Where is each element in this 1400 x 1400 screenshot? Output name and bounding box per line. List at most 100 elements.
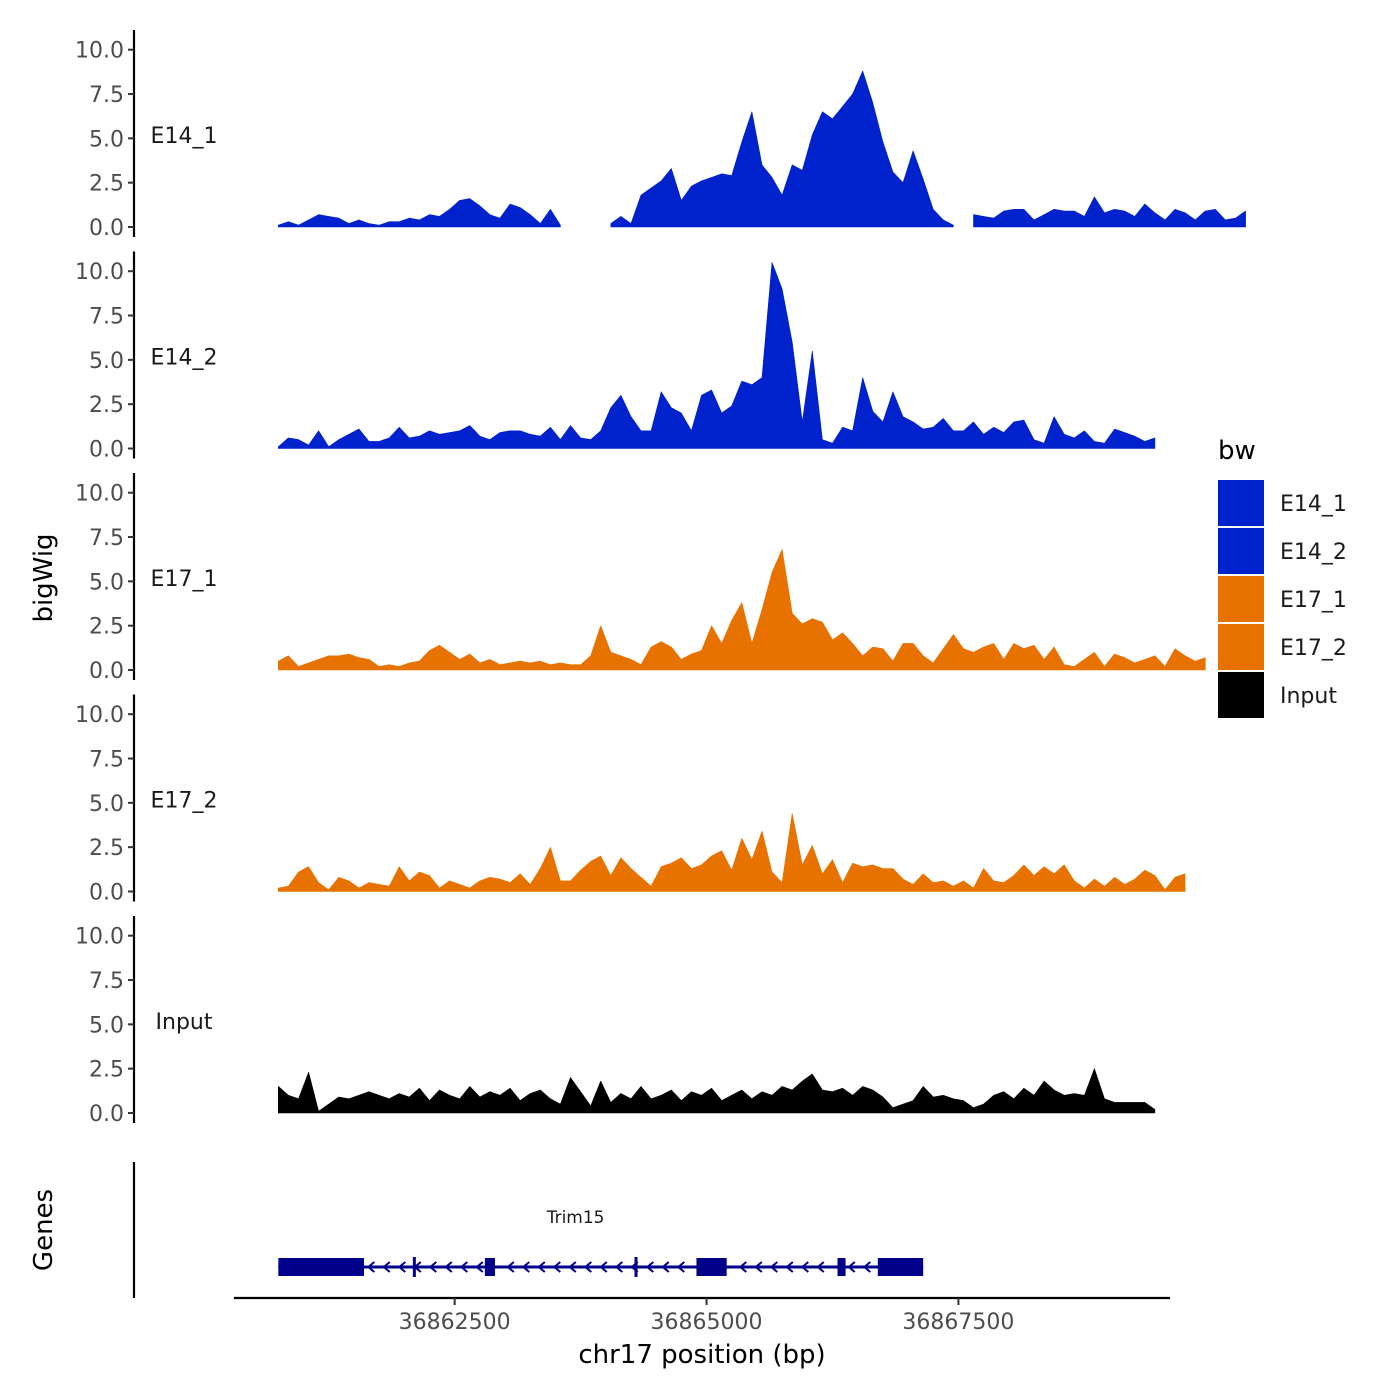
x-axis-title: chr17 position (bp) <box>578 1340 825 1370</box>
y-tick-label-e14-2-0: 0.0 <box>89 438 124 463</box>
y-tick-label-e17-1-3: 7.5 <box>89 526 124 551</box>
x-tick-label-2: 36867500 <box>902 1310 1014 1335</box>
track-e17-1: 0.0 2.5 5.0 7.5 10.0 E17_1 <box>75 473 1206 684</box>
strand-chevron-1 <box>382 1261 391 1273</box>
legend-label-e17-2: E17_2 <box>1280 636 1347 661</box>
strand-chevron-17 <box>645 1261 654 1273</box>
y-tick-label-input-3: 7.5 <box>89 969 124 994</box>
strand-chevron-6 <box>459 1261 468 1273</box>
y-tick-label-e14-1-4: 10.0 <box>75 39 124 64</box>
strand-chevron-14 <box>599 1261 608 1273</box>
y-tick-label-e14-2-1: 2.5 <box>89 393 124 418</box>
x-ticks: 36862500 36865000 36867500 <box>399 1298 1014 1335</box>
strand-chevron-20 <box>738 1261 747 1273</box>
gene-exon-1 <box>484 1258 495 1276</box>
strand-chevron-0 <box>366 1261 375 1273</box>
area-e14-1-segment-0 <box>278 198 561 228</box>
strand-chevron-10 <box>537 1261 546 1273</box>
strand-chevron-19 <box>676 1261 685 1273</box>
legend-label-e14-1: E14_1 <box>1280 492 1347 517</box>
legend-label-e14-2: E14_2 <box>1280 540 1347 565</box>
y-tick-label-e14-1-0: 0.0 <box>89 216 124 241</box>
y-tick-label-e14-1-2: 5.0 <box>89 127 124 152</box>
area-e17-2-segment-0 <box>278 813 1186 892</box>
y-tick-label-e17-2-3: 7.5 <box>89 748 124 773</box>
gene-body <box>278 1257 924 1277</box>
legend-title: bw <box>1218 436 1256 466</box>
track-label-e17-2: E17_2 <box>151 789 218 814</box>
y-tick-label-e14-1-3: 7.5 <box>89 83 124 108</box>
gene-mark-0 <box>412 1257 416 1277</box>
strand-chevron-22 <box>769 1261 778 1273</box>
track-e17-2: 0.0 2.5 5.0 7.5 10.0 E17_2 <box>75 694 1186 906</box>
legend-label-e17-1: E17_1 <box>1280 588 1347 613</box>
y-tick-label-input-2: 5.0 <box>89 1013 124 1038</box>
y-tick-label-input-4: 10.0 <box>75 925 124 950</box>
y-tick-label-e17-2-1: 2.5 <box>89 836 124 861</box>
strand-chevron-7 <box>475 1261 484 1273</box>
strand-chevron-4 <box>428 1261 437 1273</box>
gene-exon-0 <box>278 1258 364 1276</box>
track-label-e14-1: E14_1 <box>151 124 218 149</box>
y-tick-label-e17-1-1: 2.5 <box>89 615 124 640</box>
strand-chevron-18 <box>661 1261 670 1273</box>
track-input: 0.0 2.5 5.0 7.5 10.0 Input <box>75 916 1156 1127</box>
strand-chevron-2 <box>397 1261 406 1273</box>
gene-exon-4 <box>877 1258 924 1276</box>
strand-chevron-23 <box>785 1261 794 1273</box>
strand-chevron-27 <box>862 1261 871 1273</box>
track-label-e14-2: E14_2 <box>151 346 218 371</box>
track-e14-2: 0.0 2.5 5.0 7.5 10.0 E14_2 <box>75 251 1156 463</box>
y-tick-label-e17-1-0: 0.0 <box>89 659 124 684</box>
strand-chevron-9 <box>521 1261 530 1273</box>
genes-axis-title: Genes <box>29 1189 59 1271</box>
y-tick-label-e14-2-2: 5.0 <box>89 349 124 374</box>
track-panels: 0.0 2.5 5.0 7.5 10.0 E14_1 0.0 2.5 5.0 7.5 10.0 E14… <box>75 30 1246 1127</box>
strand-chevron-12 <box>568 1261 577 1273</box>
gene-exon-2 <box>696 1258 727 1276</box>
strand-chevron-15 <box>614 1261 623 1273</box>
gene-panel: Trim15 <box>132 1162 924 1298</box>
strand-chevron-24 <box>800 1261 809 1273</box>
y-tick-label-e14-1-1: 2.5 <box>89 172 124 197</box>
y-axis-title: bigWig <box>29 533 59 622</box>
strand-chevron-8 <box>506 1261 515 1273</box>
y-tick-label-input-0: 0.0 <box>89 1102 124 1127</box>
strand-chevron-21 <box>754 1261 763 1273</box>
area-e17-1-segment-0 <box>278 549 1206 671</box>
track-label-e17-1: E17_1 <box>151 567 218 592</box>
y-tick-label-e17-2-4: 10.0 <box>75 703 124 728</box>
track-label-input: Input <box>156 1010 213 1035</box>
y-tick-label-e17-1-2: 5.0 <box>89 570 124 595</box>
x-tick-label-0: 36862500 <box>399 1310 511 1335</box>
gene-exon-3 <box>837 1258 846 1276</box>
strand-chevron-25 <box>816 1261 825 1273</box>
area-e14-2-segment-0 <box>278 262 1156 449</box>
y-tick-label-e17-2-0: 0.0 <box>89 881 124 906</box>
strand-chevron-5 <box>444 1261 453 1273</box>
x-tick-label-1: 36865000 <box>651 1310 763 1335</box>
legend-swatch-e17-2 <box>1218 624 1264 670</box>
legend: bw E14_1 E14_2 E17_1 E17_2 Input <box>1218 436 1347 718</box>
area-e14-1-segment-1 <box>610 70 954 228</box>
area-e14-1-segment-2 <box>973 196 1246 228</box>
y-tick-label-e17-1-4: 10.0 <box>75 482 124 507</box>
legend-swatch-input <box>1218 672 1264 718</box>
legend-swatch-e17-1 <box>1218 576 1264 622</box>
strand-chevron-26 <box>847 1261 856 1273</box>
gene-mark-1 <box>634 1257 638 1277</box>
gene-name-label: Trim15 <box>546 1208 605 1228</box>
y-tick-label-input-1: 2.5 <box>89 1058 124 1083</box>
y-tick-label-e17-2-2: 5.0 <box>89 792 124 817</box>
legend-items: E14_1 E14_2 E17_1 E17_2 Input <box>1218 480 1347 718</box>
legend-swatch-e14-1 <box>1218 480 1264 526</box>
y-tick-label-e14-2-3: 7.5 <box>89 305 124 330</box>
legend-label-input: Input <box>1280 684 1337 709</box>
x-axis: 36862500 36865000 36867500 chr17 position … <box>234 1296 1170 1370</box>
legend-swatch-e14-2 <box>1218 528 1264 574</box>
area-input-segment-0 <box>278 1068 1156 1114</box>
y-tick-label-e14-2-4: 10.0 <box>75 260 124 285</box>
strand-chevron-11 <box>552 1261 561 1273</box>
strand-chevron-13 <box>583 1261 592 1273</box>
